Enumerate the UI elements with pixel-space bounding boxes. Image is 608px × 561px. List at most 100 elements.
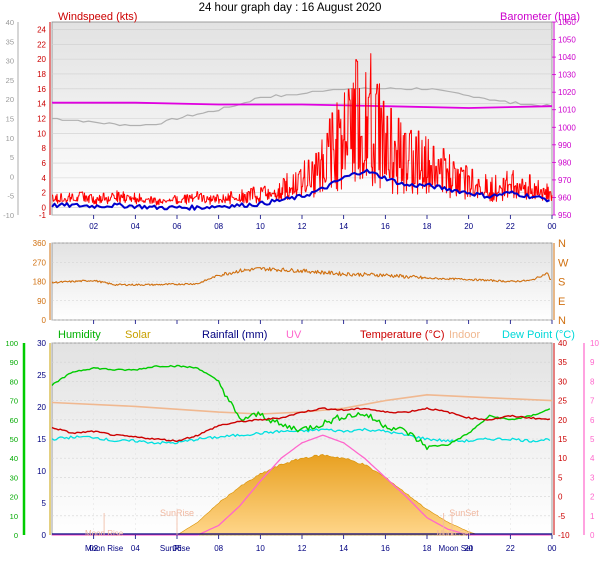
windspeed-tick-label: 16 [37,85,46,94]
uv-tick-label: 4 [590,454,595,463]
barometer-tick-label: 1050 [558,36,576,45]
hour-tick-label: 12 [298,544,307,553]
solar-tick-label: 15 [37,435,46,444]
legend-humidity: Humidity [58,329,101,341]
hour-tick-label: 20 [464,222,473,231]
humidity-tick-label: 60 [10,416,18,425]
solar-tick-label: 5 [42,499,47,508]
uv-tick-label: 9 [590,358,595,367]
windspeed-tick-label: 24 [37,25,46,34]
hour-tick-label: 00 [548,222,557,231]
windspeed-label: Windspeed (kts) [58,11,137,23]
outer-tick-label: 5 [10,153,14,162]
windspeed-average-series [51,168,550,211]
barometer-tick-label: 990 [558,141,572,150]
solar-tick-label: 10 [37,467,46,476]
hour-tick-label: 14 [339,544,348,553]
humidity-tick-label: 30 [10,473,18,482]
outer-tick-label: 30 [6,57,14,66]
humidity-series [51,364,551,451]
hour-tick-label: 16 [381,544,390,553]
windspeed-tick-label: 12 [37,115,46,124]
moonset-ghost-label: Moon Set [437,529,472,538]
outer-tick-label: 15 [6,115,14,124]
outer-tick-label: 40 [6,18,14,27]
humidity-tick-label: 50 [10,435,18,444]
outer-tick-label: 25 [6,76,14,85]
compass-tick-label: N [558,238,566,250]
windspeed-tick-label: 0 [42,204,47,213]
humidity-tick-label: 20 [10,493,18,502]
temperature-tick-label: 25 [558,397,567,406]
uv-tick-label: 6 [590,416,595,425]
compass-tick-label: N [558,315,566,327]
temperature-tick-label: 30 [558,377,567,386]
hour-tick-label: 12 [298,222,307,231]
solar-tick-label: 0 [42,531,47,540]
barometer-tick-label: 1020 [558,88,576,97]
outer-tick-label: 35 [6,37,14,46]
hour-tick-label: 18 [423,544,432,553]
wind-series [51,53,553,211]
windspeed-tick-label: 14 [37,100,46,109]
uv-tick-label: 2 [590,493,595,502]
temperature-tick-label: 40 [558,339,567,348]
outer-tick-label: 20 [6,95,14,104]
humidity-tick-label: 70 [10,397,18,406]
legend: Humidity Solar Rainfall (mm) UV Temperat… [58,329,575,341]
legend-dewpoint: Dew Point (°C) [502,329,575,341]
moonset-label: Moon Set [439,544,474,553]
temperature-series [51,407,551,443]
compass-tick-label: E [558,296,565,308]
outer-tick-label: 0 [10,172,14,181]
humidity-tick-label: 90 [10,358,18,367]
temperature-tick-label: -5 [558,512,566,521]
dewpoint-series [51,427,551,445]
barometer-tick-label: 1030 [558,71,576,80]
uv-tick-label: 5 [590,435,595,444]
direction-tick-label: 180 [33,278,47,287]
temperature-tick-label: 10 [558,454,567,463]
page-title: 24 hour graph day : 16 August 2020 [199,2,382,14]
hour-tick-label: 08 [214,222,223,231]
legend-solar: Solar [125,329,151,341]
hour-tick-label: 02 [89,544,98,553]
humidity-tick-label: 40 [10,454,18,463]
barometer-tick-label: 1040 [558,53,576,62]
legend-rainfall: Rainfall (mm) [202,329,267,341]
humidity-tick-label: 0 [14,531,18,540]
compass-tick-label: W [558,257,569,269]
barometer-tick-label: 1060 [558,18,576,27]
barometer-tick-label: 1000 [558,123,576,132]
uv-tick-label: 3 [590,473,595,482]
humidity-tick-label: 10 [10,512,18,521]
hour-tick-label: 02 [89,222,98,231]
barometer-tick-label: 980 [558,158,572,167]
temperature-tick-label: 20 [558,416,567,425]
temperature-tick-label: 0 [558,493,563,502]
windspeed-tick-label: 18 [37,70,46,79]
barometer-tick-label: 970 [558,176,572,185]
windspeed-tick-label: 20 [37,55,46,64]
barometer-tick-label: 950 [558,211,572,220]
uv-tick-label: 8 [590,377,595,386]
barometer-tick-label: 1010 [558,106,576,115]
direction-tick-label: 270 [33,258,47,267]
barometer-tick-label: 960 [558,193,572,202]
solar-area [175,454,480,536]
hour-tick-label: 04 [131,222,140,231]
legend-temperature: Temperature (°C) [360,329,444,341]
windspeed-tick-label: 10 [37,129,46,138]
compass-tick-label: S [558,277,565,289]
direction-tick-label: 0 [42,316,47,325]
hour-tick-label: 06 [173,544,182,553]
temperature-tick-label: 15 [558,435,567,444]
hour-tick-label: 10 [256,222,265,231]
hour-tick-label: 10 [256,544,265,553]
windspeed-tick-label: 22 [37,40,46,49]
cloud-series [52,87,553,127]
windspeed-tick-label: 4 [42,174,47,183]
sunset-ghost-label: SunSet [449,508,479,518]
